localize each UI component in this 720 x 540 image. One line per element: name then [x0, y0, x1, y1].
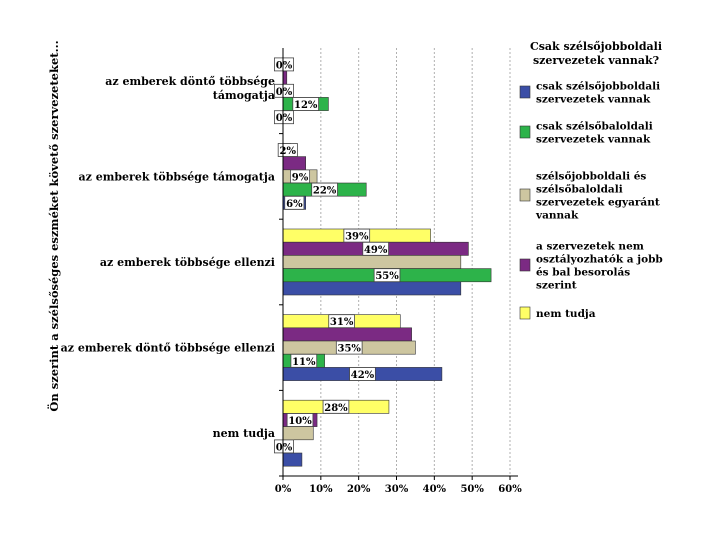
- y-tick-label: nem tudja: [213, 427, 275, 440]
- data-label-box: [322, 399, 350, 414]
- data-label-box: [292, 97, 319, 111]
- data-label: 0%: [276, 87, 293, 98]
- data-label: 35%: [337, 344, 361, 355]
- bar: [282, 255, 462, 269]
- data-label: 10%: [288, 416, 312, 427]
- data-label-box: [286, 413, 314, 427]
- x-tick-label: 50%: [460, 484, 484, 495]
- legend-swatch: [519, 306, 531, 320]
- x-tick-label: 60%: [498, 484, 522, 495]
- legend-entry: a szervezetek nem osztályozhatók a jobb és…: [536, 241, 663, 292]
- data-label: 0%: [276, 60, 293, 71]
- bar: [282, 452, 303, 467]
- data-label-box: [273, 57, 294, 72]
- x-tick-label: 10%: [309, 484, 333, 495]
- legend-title: Csak szélsőjobboldali szervezetek vannak?: [530, 40, 662, 67]
- y-tick-label: az emberek többsége ellenzi: [100, 256, 275, 269]
- data-label: 9%: [292, 172, 309, 183]
- data-label: 49%: [364, 245, 388, 256]
- data-label: 31%: [330, 317, 354, 328]
- data-label-box: [335, 340, 363, 355]
- data-label: 6%: [286, 199, 303, 210]
- data-label-box: [273, 439, 294, 454]
- data-label-box: [290, 353, 318, 368]
- bar: [282, 327, 412, 342]
- legend-entry: nem tudja: [536, 308, 596, 320]
- y-axis-label: Ön szerint a szélsőséges eszméket követő…: [47, 40, 61, 411]
- legend: Csak szélsőjobboldali szervezetek vannak?…: [519, 40, 663, 320]
- data-label: 2%: [280, 146, 297, 157]
- bar: [282, 70, 288, 85]
- bar: [282, 426, 314, 441]
- bar: [282, 156, 307, 171]
- y-tick-label: az emberek többsége támogatja: [79, 170, 275, 183]
- legend-swatch: [519, 258, 531, 272]
- legend-swatch: [519, 125, 531, 139]
- plot-area: 0% 10% 20% 30% 40% 50% 60% az emberek döntő töb…: [61, 48, 522, 495]
- data-label: 39%: [345, 232, 369, 243]
- x-tick-label: 20%: [347, 484, 371, 495]
- y-tick-label: az emberek döntő többsége támogatja: [105, 75, 275, 102]
- data-label: 0%: [276, 113, 293, 124]
- data-label: 11%: [292, 357, 316, 368]
- legend-entry: csak szélsőbaloldali szervezetek vannak: [536, 120, 653, 146]
- bar: [282, 281, 462, 296]
- data-label-box: [373, 268, 401, 283]
- x-tick-label: 40%: [423, 484, 447, 495]
- data-label-box: [328, 314, 355, 329]
- data-label-box: [343, 228, 371, 243]
- data-label: 42%: [351, 370, 375, 381]
- legend-entry: csak szélsőjobboldali szervezetek vannak: [536, 80, 660, 106]
- data-label: 28%: [324, 403, 348, 414]
- data-label-box: [284, 195, 305, 210]
- data-label-box: [311, 182, 338, 197]
- data-label: 22%: [313, 186, 337, 197]
- legend-swatch: [519, 188, 531, 202]
- data-label: 0%: [276, 442, 293, 453]
- data-label-box: [362, 241, 389, 256]
- data-label: 12%: [294, 100, 318, 111]
- data-label: 55%: [375, 271, 399, 282]
- x-tick-label: 0%: [275, 484, 292, 495]
- legend-swatch: [519, 85, 531, 99]
- data-label-box: [273, 110, 294, 125]
- data-label-box: [273, 83, 294, 98]
- y-tick-label: az emberek döntő többsége ellenzi: [61, 342, 275, 355]
- legend-entry: szélsőjobboldali és szélsőbaloldali szerve…: [535, 170, 660, 222]
- x-tick-label: 30%: [385, 484, 409, 495]
- data-label-box: [290, 169, 311, 184]
- data-label-box: [349, 367, 376, 381]
